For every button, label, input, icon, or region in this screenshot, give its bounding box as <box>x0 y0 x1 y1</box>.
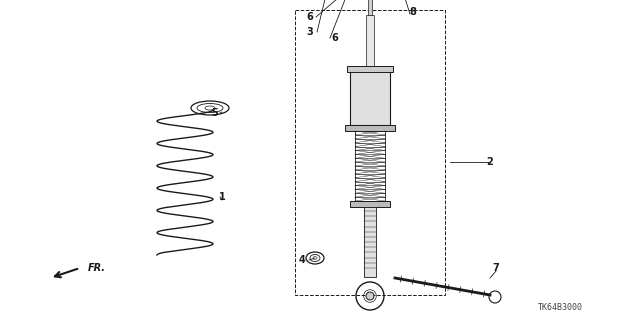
Text: 6: 6 <box>307 12 314 22</box>
Text: 4: 4 <box>299 255 305 265</box>
Bar <box>350 201 390 207</box>
Text: 8: 8 <box>410 7 417 17</box>
Text: 2: 2 <box>486 157 493 167</box>
Text: 1: 1 <box>219 192 225 202</box>
Bar <box>295 10 445 295</box>
Text: 6: 6 <box>332 33 339 43</box>
Text: 5: 5 <box>212 108 218 118</box>
Text: 7: 7 <box>493 263 499 273</box>
Bar <box>350 70 390 125</box>
Text: FR.: FR. <box>88 263 106 273</box>
Ellipse shape <box>366 292 374 300</box>
Bar <box>368 0 372 15</box>
Bar <box>345 125 395 131</box>
Text: 3: 3 <box>307 27 314 37</box>
Text: TK64B3000: TK64B3000 <box>538 303 582 313</box>
Bar <box>347 66 393 72</box>
Bar <box>364 207 376 277</box>
Bar <box>366 15 374 75</box>
